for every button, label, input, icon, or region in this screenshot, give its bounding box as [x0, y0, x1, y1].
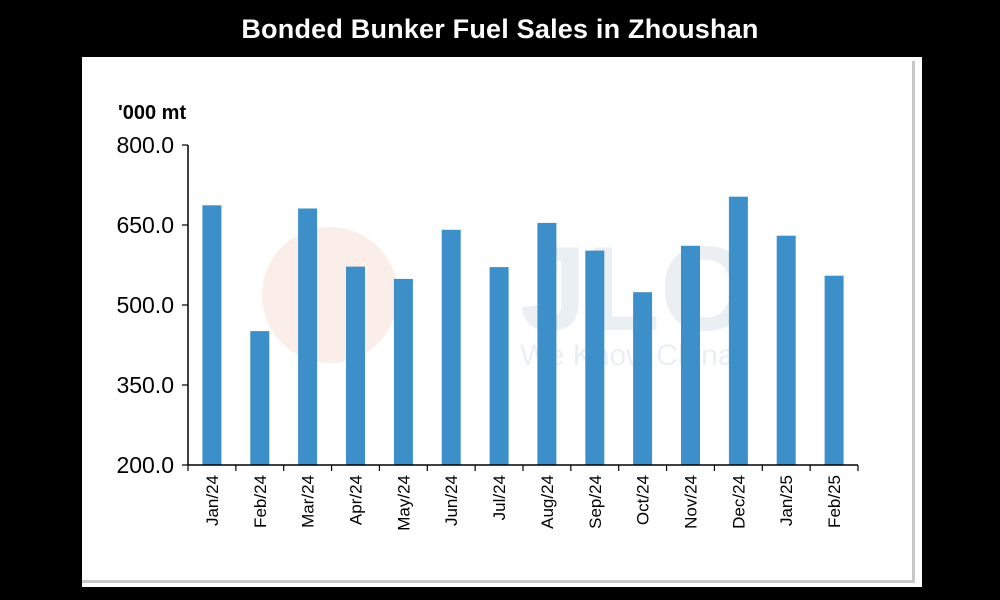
- bar-feb-25: [824, 275, 844, 465]
- x-tick-label: Jan/24: [203, 475, 222, 526]
- x-tick-label: Jul/24: [490, 475, 509, 520]
- bar-may-24: [393, 278, 413, 465]
- y-tick-label: 200.0: [116, 452, 174, 478]
- bar-aug-24: [537, 222, 557, 465]
- bar-sep-24: [585, 250, 605, 465]
- x-tick-label: Nov/24: [682, 475, 701, 529]
- y-unit-label: '000 mt: [118, 102, 187, 124]
- x-tick-label: Jun/24: [442, 475, 461, 526]
- x-tick-label: Jan/25: [777, 475, 796, 526]
- y-tick-label: 650.0: [116, 212, 174, 238]
- x-tick-label: Aug/24: [538, 475, 557, 529]
- bar-jan-25: [776, 235, 796, 465]
- watermark-emblem: [262, 227, 398, 363]
- x-tick-label: May/24: [394, 475, 413, 531]
- x-tick-label: Oct/24: [634, 475, 653, 525]
- bar-jun-24: [441, 229, 461, 465]
- bar-nov-24: [681, 245, 700, 465]
- y-tick-label: 500.0: [116, 292, 174, 318]
- chart-title: Bonded Bunker Fuel Sales in Zhoushan: [241, 14, 759, 44]
- x-tick-label: Apr/24: [347, 475, 366, 525]
- x-tick-label: Mar/24: [299, 475, 318, 528]
- x-tick-label: Feb/24: [251, 475, 270, 528]
- x-tick-label: Sep/24: [586, 475, 605, 529]
- bar-jan-24: [202, 205, 222, 466]
- x-tick-label: Dec/24: [729, 475, 748, 529]
- x-ticks-group: Jan/24 Feb/24 Mar/24 Apr/24 May/24 Jun/24 Jul/…: [187, 465, 859, 531]
- bar-mar-24: [298, 208, 318, 465]
- bars-group: [202, 196, 844, 466]
- bar-dec-24: [728, 196, 748, 465]
- x-tick-label: Feb/25: [825, 475, 844, 528]
- y-tick-label: 350.0: [116, 372, 174, 398]
- chart-panel-border: [82, 61, 915, 583]
- bar-oct-24: [633, 292, 653, 465]
- y-ticks-group: 200.0 350.0 500.0 650.0 800.0: [116, 132, 188, 478]
- bar-apr-24: [346, 266, 365, 465]
- y-tick-label: 800.0: [116, 132, 174, 158]
- bar-feb-24: [250, 331, 270, 465]
- bar-jul-24: [489, 267, 509, 465]
